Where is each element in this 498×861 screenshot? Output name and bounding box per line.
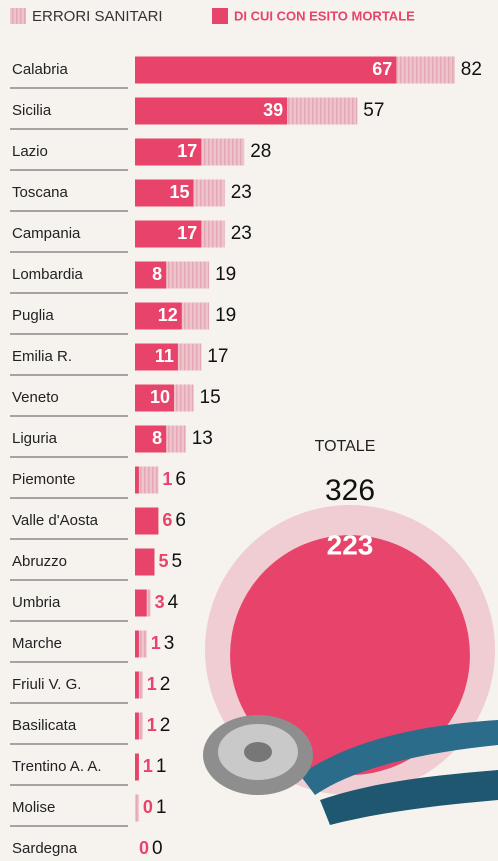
- category-label: Liguria: [12, 430, 58, 447]
- bar-deaths: [135, 630, 139, 658]
- bar-deaths: [135, 138, 202, 166]
- bar-total: [135, 794, 139, 822]
- bar-deaths: [135, 548, 155, 576]
- category-label: Lombardia: [12, 266, 84, 283]
- category-label: Molise: [12, 799, 55, 816]
- total-value: 326: [325, 474, 375, 507]
- value-label: 23: [231, 182, 252, 203]
- category-label: Toscana: [12, 184, 69, 201]
- value-label: 11: [155, 346, 174, 366]
- bar-total: [135, 630, 147, 658]
- value-label: 67: [372, 59, 392, 79]
- total-circle: [230, 535, 470, 775]
- bar-deaths: [135, 97, 288, 125]
- value-label: 1: [143, 756, 153, 776]
- category-label: Sardegna: [12, 840, 78, 857]
- value-label: 8: [152, 264, 162, 284]
- bar-total: [135, 466, 159, 494]
- category-label: Campania: [12, 225, 81, 242]
- category-label: Sicilia: [12, 102, 52, 119]
- value-label: 4: [168, 592, 179, 613]
- bar-deaths: [135, 466, 139, 494]
- legend-swatch: [10, 8, 26, 24]
- total-value: 223: [327, 529, 374, 560]
- value-label: 2: [160, 715, 171, 736]
- category-label: Calabria: [12, 61, 69, 78]
- value-label: 3: [155, 592, 165, 612]
- bar-deaths: [135, 384, 174, 412]
- legend-label: DI CUI CON ESITO MORTALE: [234, 8, 415, 23]
- category-label: Abruzzo: [12, 553, 67, 570]
- value-label: 82: [461, 59, 482, 80]
- bar-deaths: [135, 507, 159, 535]
- value-label: 17: [177, 141, 197, 161]
- value-label: 5: [172, 551, 183, 572]
- bar-deaths: [135, 343, 178, 371]
- value-label: 1: [156, 756, 167, 777]
- value-label: 8: [152, 428, 162, 448]
- category-label: Veneto: [12, 389, 59, 406]
- legend-label: ERRORI SANITARI: [32, 8, 163, 25]
- value-label: 3: [164, 633, 175, 654]
- value-label: 19: [215, 305, 236, 326]
- value-label: 39: [263, 100, 283, 120]
- value-label: 12: [158, 305, 178, 325]
- value-label: 1: [162, 469, 172, 489]
- category-label: Marche: [12, 635, 62, 652]
- value-label: 28: [250, 141, 271, 162]
- value-label: 17: [207, 346, 228, 367]
- category-label: Valle d'Aosta: [12, 512, 99, 529]
- value-label: 57: [363, 100, 384, 121]
- value-label: 1: [147, 674, 157, 694]
- category-label: Basilicata: [12, 717, 77, 734]
- value-label: 19: [215, 264, 236, 285]
- value-label: 17: [177, 223, 197, 243]
- bar-deaths: [135, 712, 139, 740]
- value-label: 6: [175, 469, 186, 490]
- value-label: 6: [162, 510, 172, 530]
- value-label: 2: [160, 674, 171, 695]
- value-label: 5: [159, 551, 169, 571]
- value-label: 10: [150, 387, 170, 407]
- category-label: Umbria: [12, 594, 61, 611]
- bar-deaths: [135, 220, 202, 248]
- category-label: Piemonte: [12, 471, 75, 488]
- category-label: Puglia: [12, 307, 54, 324]
- category-label: Lazio: [12, 143, 48, 160]
- bar-deaths: [135, 753, 139, 781]
- value-label: 0: [143, 797, 153, 817]
- legend-swatch: [212, 8, 228, 24]
- category-label: Friuli V. G.: [12, 676, 81, 693]
- value-label: 0: [139, 838, 149, 858]
- totals-title: TOTALE: [315, 438, 376, 455]
- value-label: 15: [200, 387, 221, 408]
- value-label: 0: [152, 838, 163, 859]
- bar-deaths: [135, 302, 182, 330]
- bar-deaths: [135, 589, 147, 617]
- bar-deaths: [135, 56, 397, 84]
- bar-deaths: [135, 671, 139, 699]
- stethoscope: [203, 715, 498, 825]
- value-label: 23: [231, 223, 252, 244]
- value-label: 1: [156, 797, 167, 818]
- value-label: 1: [147, 715, 157, 735]
- category-label: Trentino A. A.: [12, 758, 102, 775]
- bar-deaths: [135, 179, 194, 207]
- value-label: 13: [192, 428, 213, 449]
- bar-deaths: [135, 425, 167, 453]
- value-label: 15: [169, 182, 189, 202]
- value-label: 6: [175, 510, 186, 531]
- value-label: 1: [151, 633, 161, 653]
- category-label: Emilia R.: [12, 348, 72, 365]
- bar-deaths: [135, 261, 167, 289]
